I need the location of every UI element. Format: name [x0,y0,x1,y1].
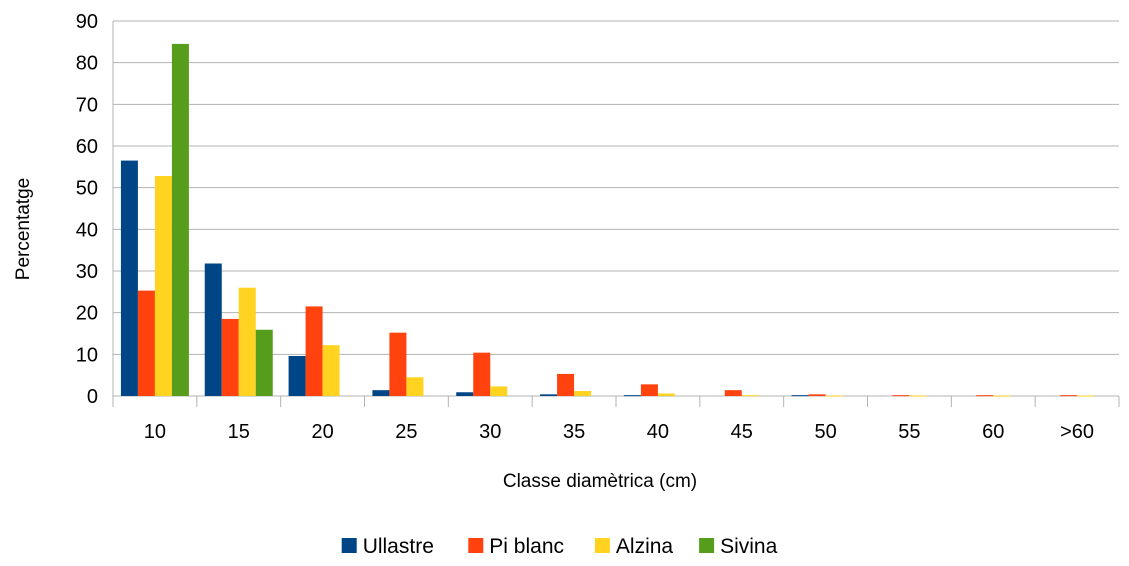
bar-pi-blanc-2 [305,306,323,396]
bar-pi-blanc-7 [724,390,742,396]
legend-swatch-pi-blanc [468,538,484,553]
x-tick-label: 55 [898,421,920,443]
bar-pi-blanc-4 [473,352,491,396]
bar-ullastre-8 [791,395,809,397]
y-tick-label: 0 [87,386,98,408]
bar-alzina-7 [741,395,759,397]
bar-sivina-0 [171,43,189,397]
bar-sivina-1 [255,329,273,396]
legend-swatch-ullastre [341,538,357,553]
x-tick-label: >60 [1060,421,1094,443]
legend-label: Alzina [616,535,674,558]
x-tick-label: 60 [982,421,1004,443]
bar-alzina-11 [1077,395,1095,397]
bar-alzina-5 [574,391,592,396]
x-tick-label: 35 [563,421,585,443]
bar-alzina-3 [406,377,424,396]
bar-alzina-2 [322,345,340,396]
x-tick-label: 45 [731,421,753,443]
legend: Ullastre Pi blanc Alzina Sivina [341,535,778,558]
bar-alzina-9 [909,395,927,397]
x-tick-label: 50 [814,421,836,443]
x-tick-labels: 10 15 20 25 30 35 40 45 50 55 60 >60 [144,421,1094,443]
y-tick-label: 30 [76,261,98,283]
x-tick-label: 15 [228,421,250,443]
bar-pi-blanc-0 [137,290,155,396]
bar-pi-blanc-10 [976,395,994,397]
bar-alzina-0 [154,176,172,396]
bar-alzina-1 [238,287,256,396]
y-axis-title: Percentatge [13,178,34,280]
bar-pi-blanc-11 [1060,395,1078,397]
legend-label: Sivina [720,535,778,558]
bar-pi-blanc-6 [640,384,658,396]
bar-alzina-8 [825,395,843,397]
bar-pi-blanc-5 [557,373,575,396]
bar-ullastre-4 [456,392,474,396]
x-tick-label: 40 [647,421,669,443]
x-tick-label: 25 [395,421,417,443]
x-tick-label: 20 [311,421,333,443]
y-tick-label: 80 [76,53,98,75]
bar-ullastre-1 [204,263,222,396]
bars [120,43,1095,397]
bar-pi-blanc-9 [892,395,910,397]
y-tick-label: 40 [76,219,98,241]
bar-pi-blanc-8 [808,394,826,396]
y-tick-label: 60 [76,136,98,158]
axes [112,21,1120,407]
y-tick-label: 20 [76,303,98,325]
grid [113,20,1119,397]
bar-ullastre-5 [540,394,558,396]
bar-alzina-6 [657,393,675,396]
bar-ullastre-0 [120,160,138,396]
bar-alzina-4 [490,386,508,396]
y-tick-labels: 0 10 20 30 40 50 60 70 80 90 [76,11,98,408]
bar-pi-blanc-3 [389,332,407,396]
x-tick-label: 30 [479,421,501,443]
x-axis-title: Classe diamètrica (cm) [503,471,697,492]
x-tick-label: 10 [144,421,166,443]
y-tick-label: 10 [76,344,98,366]
legend-swatch-alzina [594,538,610,553]
y-tick-label: 90 [76,11,98,33]
y-tick-label: 50 [76,178,98,200]
legend-label: Pi blanc [489,535,564,558]
bar-pi-blanc-1 [221,318,239,396]
bar-alzina-10 [993,395,1011,397]
legend-swatch-sivina [699,538,715,553]
y-tick-label: 70 [76,94,98,116]
legend-label: Ullastre [363,535,434,558]
bar-ullastre-6 [623,395,641,397]
bar-ullastre-2 [288,356,306,396]
bar-ullastre-3 [372,390,390,396]
